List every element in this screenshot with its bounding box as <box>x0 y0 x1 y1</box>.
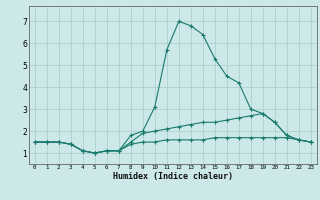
X-axis label: Humidex (Indice chaleur): Humidex (Indice chaleur) <box>113 172 233 181</box>
